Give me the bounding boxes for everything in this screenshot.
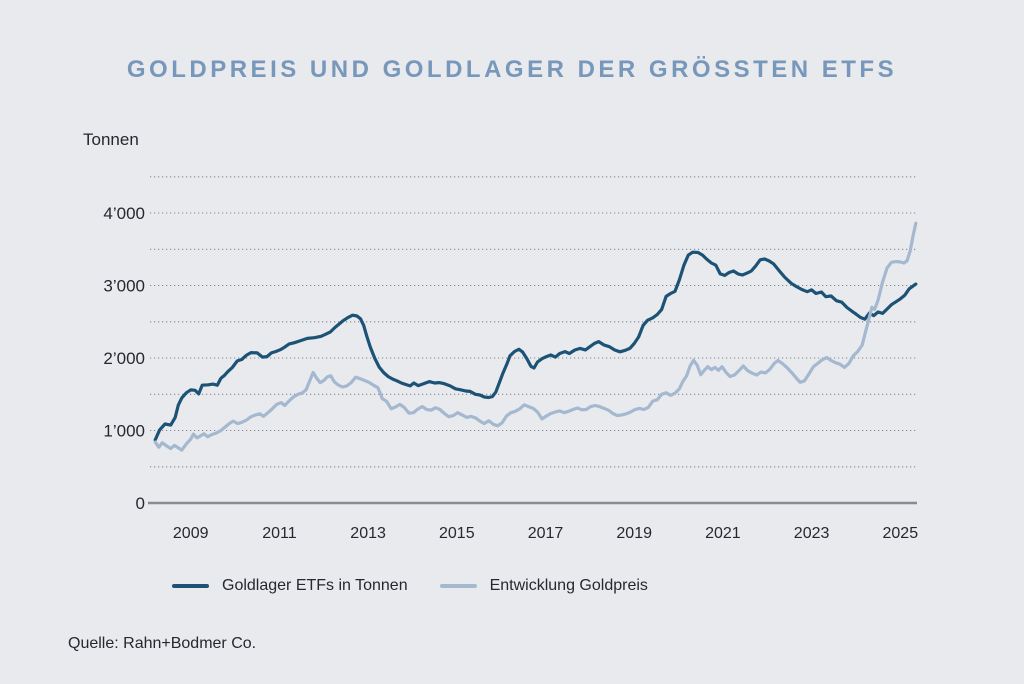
x-tick-label: 2013	[350, 525, 386, 542]
x-tick-label: 2019	[616, 525, 652, 542]
x-tick-label: 2015	[439, 525, 475, 542]
series-line-etf-holdings	[153, 250, 918, 442]
source-note: Quelle: Rahn+Bodmer Co.	[68, 635, 257, 652]
series-line-gold-price	[153, 221, 918, 452]
legend-swatch-goldprice-line	[439, 584, 477, 588]
x-tick-label: 2017	[528, 525, 564, 542]
x-tick-label: 2023	[794, 525, 830, 542]
y-axis-title: Tonnen	[83, 130, 139, 149]
chart-legend: Goldlager ETFs in Tonnen Entwicklung Gol…	[172, 577, 680, 595]
legend-label-goldprice: Entwicklung Goldpreis	[489, 577, 648, 594]
legend-item-etf: Goldlager ETFs in Tonnen	[172, 577, 408, 595]
x-tick-label: 2025	[883, 525, 919, 542]
y-tick-label: 4’000	[103, 204, 145, 223]
y-tick-label: 3’000	[103, 277, 145, 296]
x-tick-label: 2011	[262, 525, 297, 542]
legend-label-etf: Goldlager ETFs in Tonnen	[222, 577, 408, 594]
x-tick-label: 2021	[705, 525, 741, 542]
chart-title: GOLDPREIS UND GOLDLAGER DER GRÖSSTEN ETF…	[126, 56, 898, 83]
y-tick-label: 0	[136, 494, 145, 513]
y-tick-label: 1’000	[103, 422, 145, 441]
x-tick-label: 2009	[173, 525, 209, 542]
legend-item-goldprice: Entwicklung Goldpreis	[439, 577, 648, 595]
legend-swatch-etf-line	[172, 584, 209, 588]
y-tick-label: 2’000	[103, 349, 145, 368]
